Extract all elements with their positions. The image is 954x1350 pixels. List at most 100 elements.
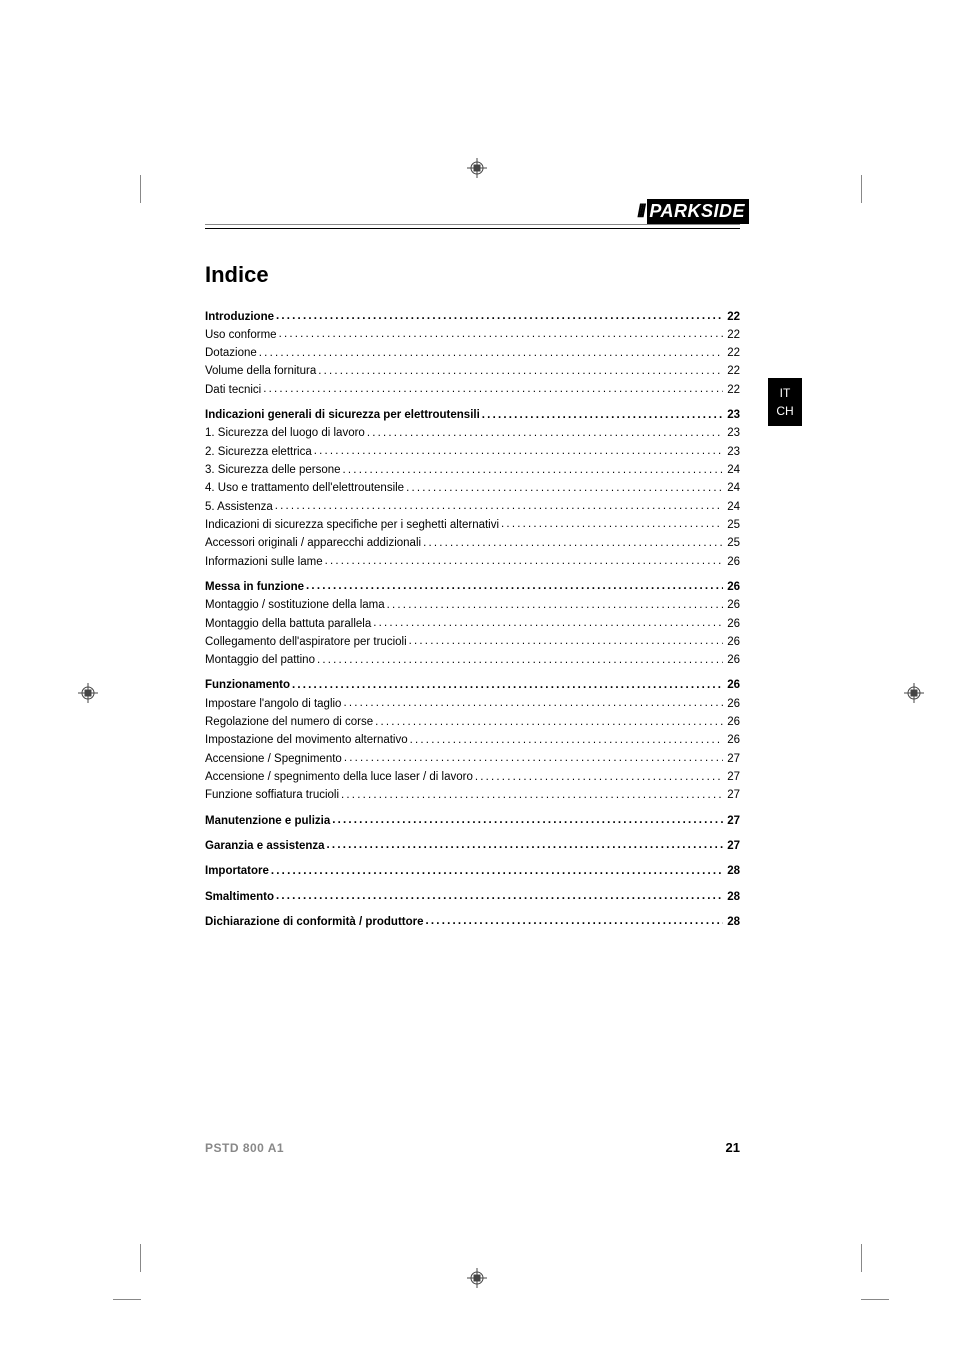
toc-heading-label: Funzionamento: [205, 677, 290, 695]
toc-item-page: 24: [723, 499, 740, 517]
toc-item-row: Accessori originali / apparecchi addizio…: [205, 535, 740, 553]
toc-item-label: Collegamento dell'aspiratore per truciol…: [205, 634, 407, 652]
toc-item-page: 26: [723, 714, 740, 732]
toc-item-page: 24: [723, 462, 740, 480]
toc-leader-dots: [273, 498, 723, 510]
toc-heading-row: Garanzia e assistenza 27: [205, 837, 740, 855]
toc-item-row: 3. Sicurezza delle persone 24: [205, 462, 740, 480]
toc-item-page: 26: [723, 554, 740, 572]
toc-item-row: 5. Assistenza24: [205, 498, 740, 516]
toc-item-label: Dati tecnici: [205, 382, 261, 400]
toc-leader-dots: [373, 714, 723, 726]
toc-item-row: Funzione soffiatura trucioli27: [205, 787, 740, 805]
page-title: Indice: [205, 262, 740, 288]
toc-item-row: 2. Sicurezza elettrica 23: [205, 443, 740, 461]
toc-leader-dots: [385, 597, 724, 609]
registration-mark-bottom: [467, 1268, 487, 1288]
toc-item-row: Impostazione del movimento alternativo 26: [205, 732, 740, 750]
language-code: IT: [768, 384, 802, 402]
toc-heading-page: 28: [723, 863, 740, 881]
toc-item-row: Collegamento dell'aspiratore per truciol…: [205, 633, 740, 651]
toc-item-row: Impostare l'angolo di taglio 26: [205, 695, 740, 713]
toc-item-label: Impostare l'angolo di taglio: [205, 696, 341, 714]
toc-heading-row: Indicazioni generali di sicurezza per el…: [205, 407, 740, 425]
toc-heading-label: Indicazioni generali di sicurezza per el…: [205, 407, 480, 425]
toc-item-label: Accensione / Spegnimento: [205, 751, 342, 769]
registration-mark-left: [78, 683, 98, 703]
toc-item-row: Montaggio / sostituzione della lama26: [205, 597, 740, 615]
toc-leader-dots: [274, 888, 723, 900]
toc-item-page: 22: [723, 345, 740, 363]
toc-leader-dots: [404, 480, 723, 492]
toc-item-page: 22: [723, 327, 740, 345]
toc-item-row: Montaggio del pattino26: [205, 652, 740, 670]
toc-item-page: 26: [723, 732, 740, 750]
toc-item-label: 2. Sicurezza elettrica: [205, 444, 312, 462]
toc-leader-dots: [269, 863, 723, 875]
toc-heading-label: Manutenzione e pulizia: [205, 813, 330, 831]
toc-leader-dots: [408, 732, 724, 744]
toc-item-label: Volume della fornitura: [205, 363, 316, 381]
toc-heading-row: Messa in funzione26: [205, 578, 740, 596]
toc-item-label: Regolazione del numero di corse: [205, 714, 373, 732]
toc-heading-page: 27: [723, 838, 740, 856]
language-code: CH: [768, 402, 802, 420]
toc-leader-dots: [341, 462, 724, 474]
toc-leader-dots: [290, 677, 723, 689]
crop-mark: [861, 1244, 862, 1272]
toc-item-row: Regolazione del numero di corse 26: [205, 714, 740, 732]
toc-item-label: 3. Sicurezza delle persone: [205, 462, 341, 480]
toc-heading-page: 26: [723, 677, 740, 695]
registration-mark-top: [467, 158, 487, 178]
toc-item-page: 27: [723, 751, 740, 769]
toc-heading-row: Importatore28: [205, 863, 740, 881]
page-footer: PSTD 800 A1 21: [205, 1140, 740, 1155]
toc-item-page: 26: [723, 634, 740, 652]
toc-leader-dots: [480, 407, 723, 419]
toc-leader-dots: [257, 345, 723, 357]
table-of-contents: Introduzione22Uso conforme22Dotazione22V…: [205, 308, 740, 932]
toc-heading-page: 22: [723, 309, 740, 327]
toc-item-page: 25: [723, 517, 740, 535]
toc-heading-label: Smaltimento: [205, 889, 274, 907]
toc-leader-dots: [312, 443, 723, 455]
toc-leader-dots: [277, 326, 724, 338]
toc-item-label: 1. Sicurezza del luogo di lavoro: [205, 425, 365, 443]
toc-leader-dots: [473, 769, 723, 781]
toc-heading-label: Messa in funzione: [205, 579, 304, 597]
toc-leader-dots: [261, 381, 723, 393]
toc-leader-dots: [339, 787, 723, 799]
toc-item-label: Indicazioni di sicurezza specifiche per …: [205, 517, 499, 535]
toc-item-row: 1. Sicurezza del luogo di lavoro 23: [205, 425, 740, 443]
toc-item-row: Volume della fornitura 22: [205, 363, 740, 381]
toc-item-page: 23: [723, 425, 740, 443]
toc-heading-label: Garanzia e assistenza: [205, 838, 325, 856]
toc-item-row: Accensione / spegnimento della luce lase…: [205, 769, 740, 787]
crop-mark: [113, 1299, 141, 1300]
toc-leader-dots: [499, 516, 723, 528]
toc-leader-dots: [304, 578, 723, 590]
toc-item-page: 26: [723, 696, 740, 714]
toc-leader-dots: [323, 553, 724, 565]
toc-item-page: 26: [723, 616, 740, 634]
toc-leader-dots: [341, 695, 723, 707]
toc-item-label: Accessori originali / apparecchi addizio…: [205, 535, 421, 553]
toc-item-label: Impostazione del movimento alternativo: [205, 732, 408, 750]
toc-item-label: Montaggio / sostituzione della lama: [205, 597, 385, 615]
toc-item-page: 22: [723, 363, 740, 381]
toc-leader-dots: [365, 425, 723, 437]
toc-heading-page: 27: [723, 813, 740, 831]
toc-leader-dots: [424, 913, 724, 925]
crop-mark: [140, 1244, 141, 1272]
toc-item-page: 23: [723, 444, 740, 462]
crop-mark: [861, 175, 862, 203]
toc-item-page: 24: [723, 480, 740, 498]
toc-item-label: Montaggio della battuta parallela: [205, 616, 371, 634]
toc-heading-row: Introduzione22: [205, 308, 740, 326]
toc-heading-page: 23: [723, 407, 740, 425]
toc-item-row: Dotazione22: [205, 345, 740, 363]
toc-item-label: Uso conforme: [205, 327, 277, 345]
toc-item-label: Accensione / spegnimento della luce lase…: [205, 769, 473, 787]
toc-item-label: Informazioni sulle lame: [205, 554, 323, 572]
toc-item-row: Accensione / Spegnimento 27: [205, 750, 740, 768]
